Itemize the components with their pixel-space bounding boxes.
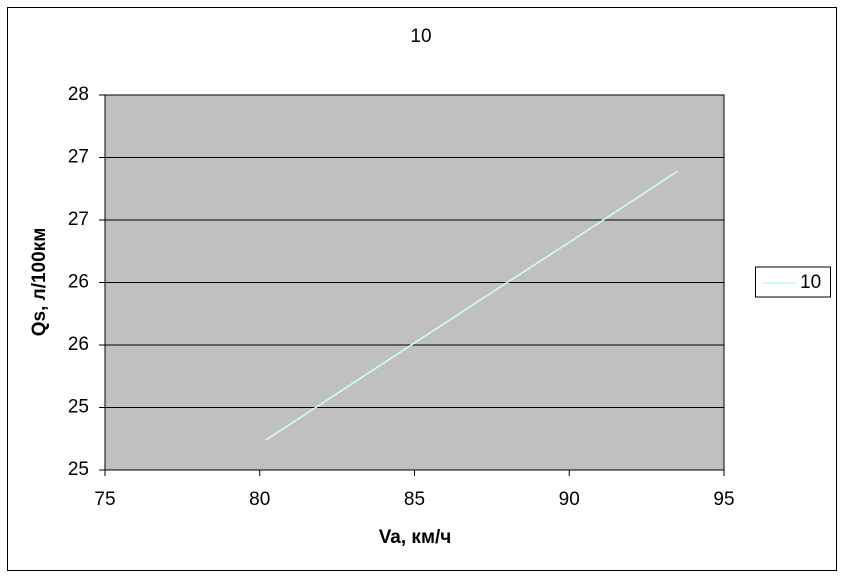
y-tick-label: 25 xyxy=(68,459,89,480)
x-tick-label: 95 xyxy=(713,489,734,510)
y-tick-label: 28 xyxy=(68,84,89,105)
legend-label: 10 xyxy=(800,272,821,293)
y-axis-label: Qs, л/100км xyxy=(29,228,50,337)
y-tick-label: 26 xyxy=(68,334,89,355)
y-tick-label: 26 xyxy=(68,272,89,293)
y-tick-label: 27 xyxy=(68,209,89,230)
x-axis-label: Va, км/ч xyxy=(379,527,452,548)
chart-title: 10 xyxy=(410,26,431,47)
x-tick-label: 90 xyxy=(559,489,580,510)
y-tick-label: 27 xyxy=(68,147,89,168)
x-tick-label: 85 xyxy=(404,489,425,510)
x-tick-label: 75 xyxy=(94,489,115,510)
data-line xyxy=(265,170,678,441)
y-tick-label: 25 xyxy=(68,397,89,418)
x-tick-label: 80 xyxy=(249,489,270,510)
